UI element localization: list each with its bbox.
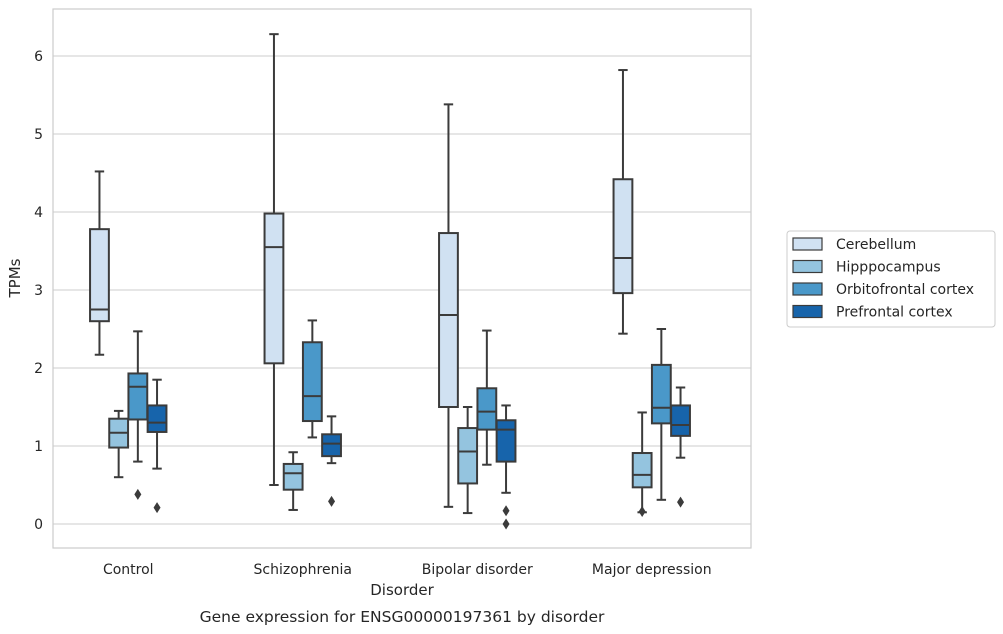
legend-swatch (792, 237, 823, 251)
y-tick-label: 4 (34, 205, 43, 221)
box-orbitofrontal-cortex (127, 330, 149, 500)
x-tick-label: Schizophrenia (254, 562, 352, 578)
y-tick-label: 3 (34, 283, 43, 299)
y-tick-label: 1 (34, 439, 43, 455)
box-iqr (263, 212, 285, 365)
y-tick-label: 2 (34, 361, 43, 377)
legend-label: Hipppocampus (836, 260, 941, 276)
y-axis-ticks: 0 1 2 3 4 5 6 (34, 49, 43, 533)
outlier-point (328, 495, 336, 507)
x-tick-label: Bipolar disorder (422, 562, 533, 578)
legend-swatch (792, 259, 823, 274)
box-iqr (612, 178, 634, 295)
outlier-point (153, 502, 161, 514)
box-iqr (476, 387, 498, 431)
legend: Cerebellum Hipppocampus Orbitofrontal cort… (786, 230, 996, 328)
legend-label: Cerebellum (836, 237, 916, 253)
x-tick-label: Major depression (592, 562, 712, 578)
box-iqr (495, 419, 517, 463)
box-iqr (282, 462, 304, 491)
box-iqr (89, 228, 110, 323)
y-tick-label: 5 (34, 127, 43, 143)
box-cerebellum (612, 69, 634, 335)
box-orbitofrontal-cortex (650, 328, 672, 501)
outlier-point (134, 488, 142, 500)
box-prefrontal-cortex (670, 386, 691, 508)
y-axis-label: TPMs (6, 258, 24, 298)
plot-frame (52, 8, 752, 549)
box-prefrontal-cortex (146, 378, 168, 514)
x-axis-label: Disorder (370, 581, 434, 599)
box-orbitofrontal-cortex (476, 329, 498, 466)
legend-label: Prefrontal cortex (836, 305, 953, 321)
box-iqr (146, 404, 168, 433)
box-hipppocampus (457, 406, 479, 515)
legend-swatch (792, 304, 823, 319)
y-tick-label: 6 (34, 49, 43, 65)
grid-lines (53, 55, 751, 525)
outlier-point (502, 505, 510, 517)
box-cerebellum (263, 33, 285, 486)
box-iqr (438, 232, 459, 408)
box-iqr (127, 372, 149, 421)
legend-swatch (792, 282, 823, 296)
box-iqr (631, 452, 653, 489)
chart-caption: Gene expression for ENSG00000197361 by d… (200, 608, 605, 626)
x-tick-label: Control (103, 562, 154, 578)
box-hipppocampus (282, 451, 304, 511)
box-hipppocampus (631, 411, 653, 518)
legend-frame (786, 230, 996, 328)
box-cerebellum (89, 170, 110, 356)
box-cerebellum (438, 103, 459, 508)
box-groups (89, 33, 691, 530)
box-iqr (670, 404, 691, 437)
box-iqr (457, 427, 479, 485)
box-iqr (650, 363, 672, 425)
y-tick-label: 0 (34, 517, 43, 533)
box-prefrontal-cortex (495, 404, 517, 530)
box-iqr (301, 341, 323, 423)
outlier-point (638, 506, 646, 518)
x-axis-ticks: Control Schizophrenia Bipolar disorder Majo… (103, 562, 712, 578)
box-prefrontal-cortex (321, 415, 342, 507)
outlier-point (677, 496, 685, 508)
legend-label: Orbitofrontal cortex (836, 282, 974, 298)
box-hipppocampus (108, 409, 130, 479)
box-orbitofrontal-cortex (301, 319, 323, 439)
box-iqr (321, 433, 342, 458)
outlier-point (502, 518, 510, 530)
